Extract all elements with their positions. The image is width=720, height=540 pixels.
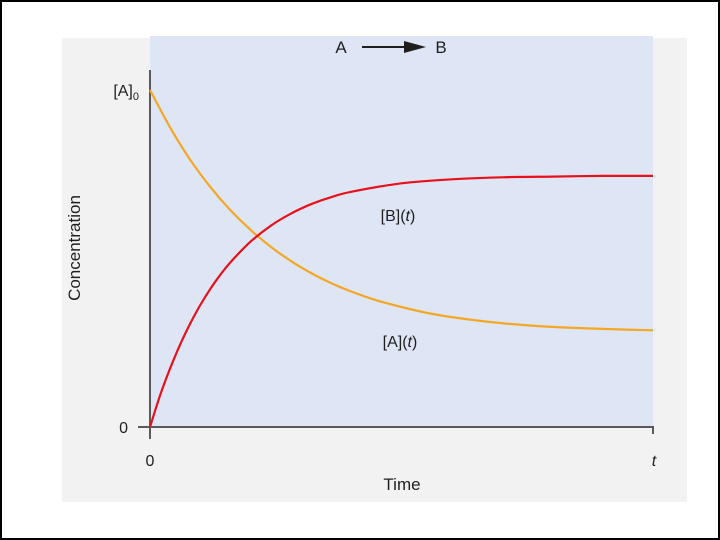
reaction-arrow-icon bbox=[404, 41, 426, 53]
plot-area bbox=[150, 36, 653, 427]
y-tick-label-zero: 0 bbox=[119, 420, 128, 437]
series-a-label-base: [A]( bbox=[383, 334, 409, 351]
series-b-label-base: [B]( bbox=[381, 208, 407, 225]
x-tick-label-t: t bbox=[652, 453, 657, 470]
series-b-label-var: t bbox=[406, 208, 411, 225]
series-a-label-close: ) bbox=[412, 334, 417, 351]
y-tick-label-a0-base: [A] bbox=[113, 83, 133, 100]
x-tick-label-zero: 0 bbox=[146, 453, 155, 470]
series-b-label-close: ) bbox=[410, 208, 415, 225]
series-a-label-var: t bbox=[408, 334, 413, 351]
y-tick-label-a0-subscript: 0 bbox=[133, 91, 139, 103]
x-axis-title: Time bbox=[383, 475, 420, 494]
series-b-label: [B](t) bbox=[381, 208, 416, 225]
series-a-label: [A](t) bbox=[383, 334, 418, 351]
y-tick-label-a0: [A]0 bbox=[113, 83, 139, 103]
reaction-reactant-label: A bbox=[335, 38, 347, 57]
y-axis-title: Concentration bbox=[65, 195, 84, 301]
series-a-line bbox=[149, 89, 654, 332]
series-b-line bbox=[148, 174, 654, 428]
reaction-product-label: B bbox=[435, 38, 446, 57]
